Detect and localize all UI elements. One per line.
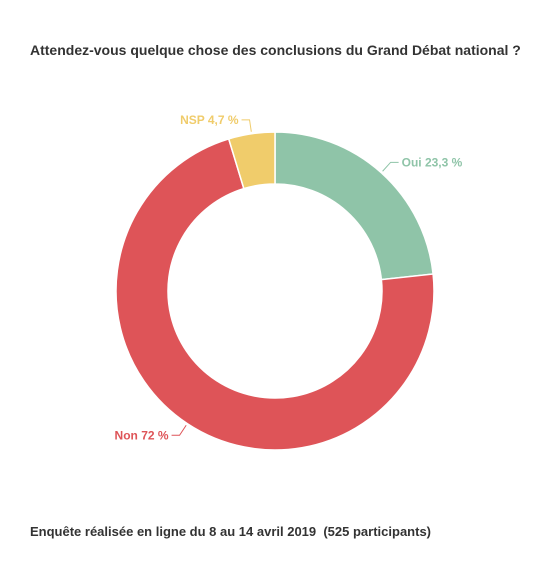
- chart-footnote: Enquête réalisée en ligne du 8 au 14 avr…: [30, 524, 432, 539]
- slice-label-nsp: NSP 4,7 %: [180, 113, 239, 127]
- slice-label-oui: Oui 23,3 %: [402, 155, 463, 169]
- slice-oui: [274, 131, 434, 281]
- slice-non: [115, 137, 435, 451]
- leader-line-nsp: [241, 119, 252, 132]
- chart-title: Attendez-vous quelque chose des conclusi…: [30, 42, 521, 58]
- slice-label-non: Non 72 %: [115, 428, 169, 442]
- leader-line-non: [171, 425, 187, 436]
- leader-line-oui: [382, 161, 399, 172]
- donut-slices: [115, 131, 435, 451]
- slice-nsp: [227, 131, 276, 190]
- slice-labels: Oui 23,3 % Non 72 % NSP 4,7 %: [115, 113, 463, 442]
- label-leader-lines: [171, 119, 399, 436]
